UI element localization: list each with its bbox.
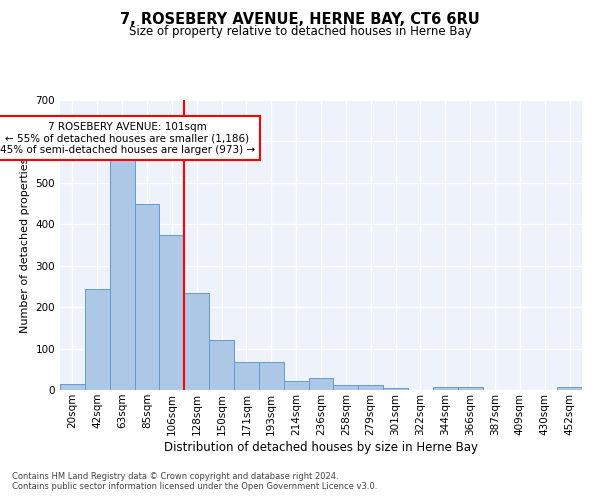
Bar (334, 385, 358, 390)
Bar (85, 288, 110, 390)
Bar (160, 234, 184, 390)
Text: Distribution of detached houses by size in Herne Bay: Distribution of detached houses by size … (164, 441, 478, 454)
Text: 7 ROSEBERY AVENUE: 101sqm
← 55% of detached houses are smaller (1,186)
45% of se: 7 ROSEBERY AVENUE: 101sqm ← 55% of detac… (0, 122, 254, 154)
Bar (358, 385, 383, 390)
Bar (60, 384, 85, 390)
Bar (184, 292, 209, 390)
Text: Contains public sector information licensed under the Open Government Licence v3: Contains public sector information licen… (12, 482, 377, 491)
Bar (234, 362, 259, 390)
Text: Contains HM Land Registry data © Crown copyright and database right 2024.: Contains HM Land Registry data © Crown c… (12, 472, 338, 481)
Bar (110, 138, 134, 390)
Bar (433, 386, 458, 390)
Bar (134, 204, 160, 390)
Bar (557, 387, 582, 390)
Bar (259, 362, 284, 390)
Bar (284, 381, 308, 390)
Y-axis label: Number of detached properties: Number of detached properties (20, 158, 30, 332)
Bar (209, 340, 234, 390)
Bar (383, 388, 408, 390)
Bar (308, 378, 334, 390)
Text: 7, ROSEBERY AVENUE, HERNE BAY, CT6 6RU: 7, ROSEBERY AVENUE, HERNE BAY, CT6 6RU (120, 12, 480, 28)
Bar (458, 386, 482, 390)
Text: Size of property relative to detached houses in Herne Bay: Size of property relative to detached ho… (128, 25, 472, 38)
